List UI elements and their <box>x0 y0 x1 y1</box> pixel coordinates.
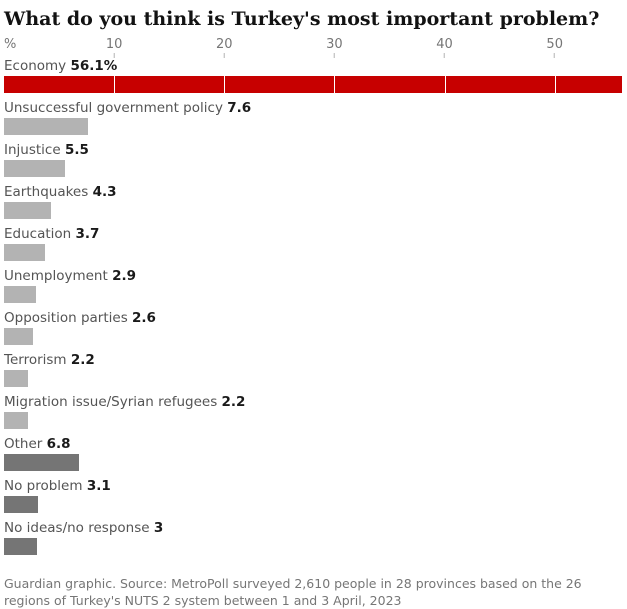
value-label: 2.6 <box>132 309 156 326</box>
bar-row: No problem 3.1 <box>4 477 623 521</box>
value-label: 3.1 <box>86 477 111 494</box>
bar-row: Injustice 5.5 <box>4 141 623 185</box>
axis-tick: 20 <box>216 36 233 58</box>
bar-row: Unsuccessful government policy 7.6 <box>4 99 623 143</box>
bar <box>4 117 88 135</box>
bar-row: No ideas/no response 3 <box>4 519 623 563</box>
value-label: 7.6 <box>227 99 252 116</box>
bar <box>4 159 65 177</box>
bar <box>4 285 36 303</box>
axis-tick-label: 30 <box>326 36 343 52</box>
bar <box>4 411 29 429</box>
axis-tick-label: 20 <box>216 36 233 52</box>
bar <box>4 327 33 345</box>
axis-unit-text: % <box>4 36 17 52</box>
axis-tick-mark <box>444 52 446 58</box>
value-label: 2.2 <box>221 393 246 410</box>
axis-tick-label: 10 <box>105 36 123 52</box>
axis-tick-mark <box>333 52 335 58</box>
value-label: 2.2 <box>70 351 95 368</box>
axis-tick-mark <box>223 52 225 58</box>
value-label: 6.8 <box>46 435 71 452</box>
bar-label-line: Terrorism 2.2 <box>4 351 623 368</box>
value-label: 3.7 <box>75 225 100 242</box>
source-note: Guardian graphic. Source: MetroPoll surv… <box>4 575 623 609</box>
bar-label-line: No problem 3.1 <box>4 477 623 494</box>
x-axis: % 10 20 30 40 50 <box>4 36 623 59</box>
axis-tick-label: 50 <box>546 36 563 52</box>
category-label: No ideas/no response <box>4 519 154 536</box>
axis-tick: 50 <box>546 36 563 58</box>
category-label: Injustice <box>4 141 65 158</box>
gridline <box>554 58 556 555</box>
bar-label-line: Opposition parties 2.6 <box>4 309 623 326</box>
bar-row: Earthquakes 4.3 <box>4 183 623 227</box>
bar-row: Terrorism 2.2 <box>4 351 623 395</box>
bar <box>4 495 39 513</box>
axis-tick-label: 40 <box>436 36 453 52</box>
bar-label-line: Economy 56.1% <box>4 57 623 74</box>
category-label: Opposition parties <box>4 309 133 326</box>
bar <box>4 453 79 471</box>
axis-tick: 40 <box>436 36 453 58</box>
bar-label-line: Other 6.8 <box>4 435 623 452</box>
bar-row: Other 6.8 <box>4 435 623 479</box>
value-label: 2.9 <box>112 267 136 284</box>
bar-label-line: Education 3.7 <box>4 225 623 242</box>
bar <box>4 537 38 555</box>
gridline <box>444 58 446 555</box>
chart-title: What do you think is Turkey's most impor… <box>4 8 600 30</box>
gridline <box>224 58 226 555</box>
category-label: No problem <box>4 477 87 494</box>
category-label: Education <box>4 225 76 242</box>
category-label: Other <box>4 435 47 452</box>
bar-label-line: Migration issue/Syrian refugees 2.2 <box>4 393 623 410</box>
value-label: 4.3 <box>92 183 117 200</box>
category-label: Earthquakes <box>4 183 93 200</box>
bar <box>4 369 29 387</box>
bar-row: Unemployment 2.9 <box>4 267 623 311</box>
category-label: Migration issue/Syrian refugees <box>4 393 222 410</box>
axis-tick-mark <box>554 52 556 58</box>
bar-label-line: No ideas/no response 3 <box>4 519 623 536</box>
category-label: Unemployment <box>4 267 113 284</box>
bar-row: Education 3.7 <box>4 225 623 269</box>
plot-area: Economy 56.1% Unsuccessful government po… <box>4 57 623 563</box>
gridline <box>114 58 116 555</box>
value-label: 56.1% <box>70 57 118 74</box>
bar-row: Migration issue/Syrian refugees 2.2 <box>4 393 623 437</box>
bar-row: Opposition parties 2.6 <box>4 309 623 353</box>
value-label: 5.5 <box>64 141 89 158</box>
axis-tick-mark <box>113 52 115 58</box>
axis-unit-label: % <box>4 36 17 52</box>
axis-tick: 10 <box>105 36 123 58</box>
bar-label-line: Unsuccessful government policy 7.6 <box>4 99 623 116</box>
axis-tick: 30 <box>326 36 343 58</box>
gridline <box>334 58 336 555</box>
category-label: Terrorism <box>4 351 71 368</box>
category-label: Economy <box>4 57 71 74</box>
category-label: Unsuccessful government policy <box>4 99 228 116</box>
value-label: 3 <box>153 519 164 536</box>
bar-label-line: Injustice 5.5 <box>4 141 623 158</box>
bar <box>4 201 52 219</box>
bar <box>4 243 45 261</box>
bar-label-line: Unemployment 2.9 <box>4 267 623 284</box>
bar-label-line: Earthquakes 4.3 <box>4 183 623 200</box>
bar-row: Economy 56.1% <box>4 57 623 101</box>
bar <box>4 75 622 93</box>
